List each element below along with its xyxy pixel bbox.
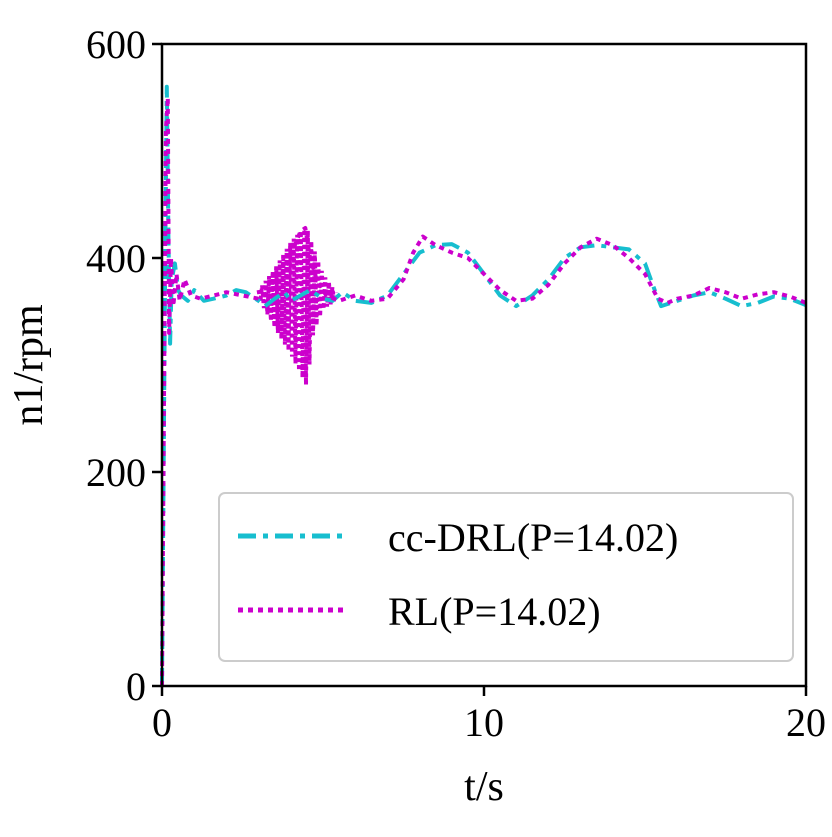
y-tick-label: 200 (86, 450, 146, 495)
series-line-1 (160, 95, 807, 687)
x-axis-label: t/s (464, 764, 504, 810)
x-tick-label: 0 (152, 700, 172, 745)
y-axis-label: n1/rpm (6, 304, 52, 426)
plot-area (160, 84, 807, 687)
legend-box (218, 492, 794, 662)
series-line-0 (160, 84, 807, 687)
x-tick-label: 20 (786, 700, 826, 745)
legend: cc-DRL(P=14.02) RL(P=14.02) (218, 492, 794, 662)
legend-label-rl: RL(P=14.02) (388, 589, 601, 634)
y-tick-label: 600 (86, 22, 146, 67)
y-tick-label: 400 (86, 236, 146, 281)
rl-oscillation-band (256, 229, 338, 385)
legend-label-cc-drl: cc-DRL(P=14.02) (388, 515, 678, 560)
y-tick-label: 0 (126, 664, 146, 709)
x-tick-label: 10 (464, 700, 504, 745)
